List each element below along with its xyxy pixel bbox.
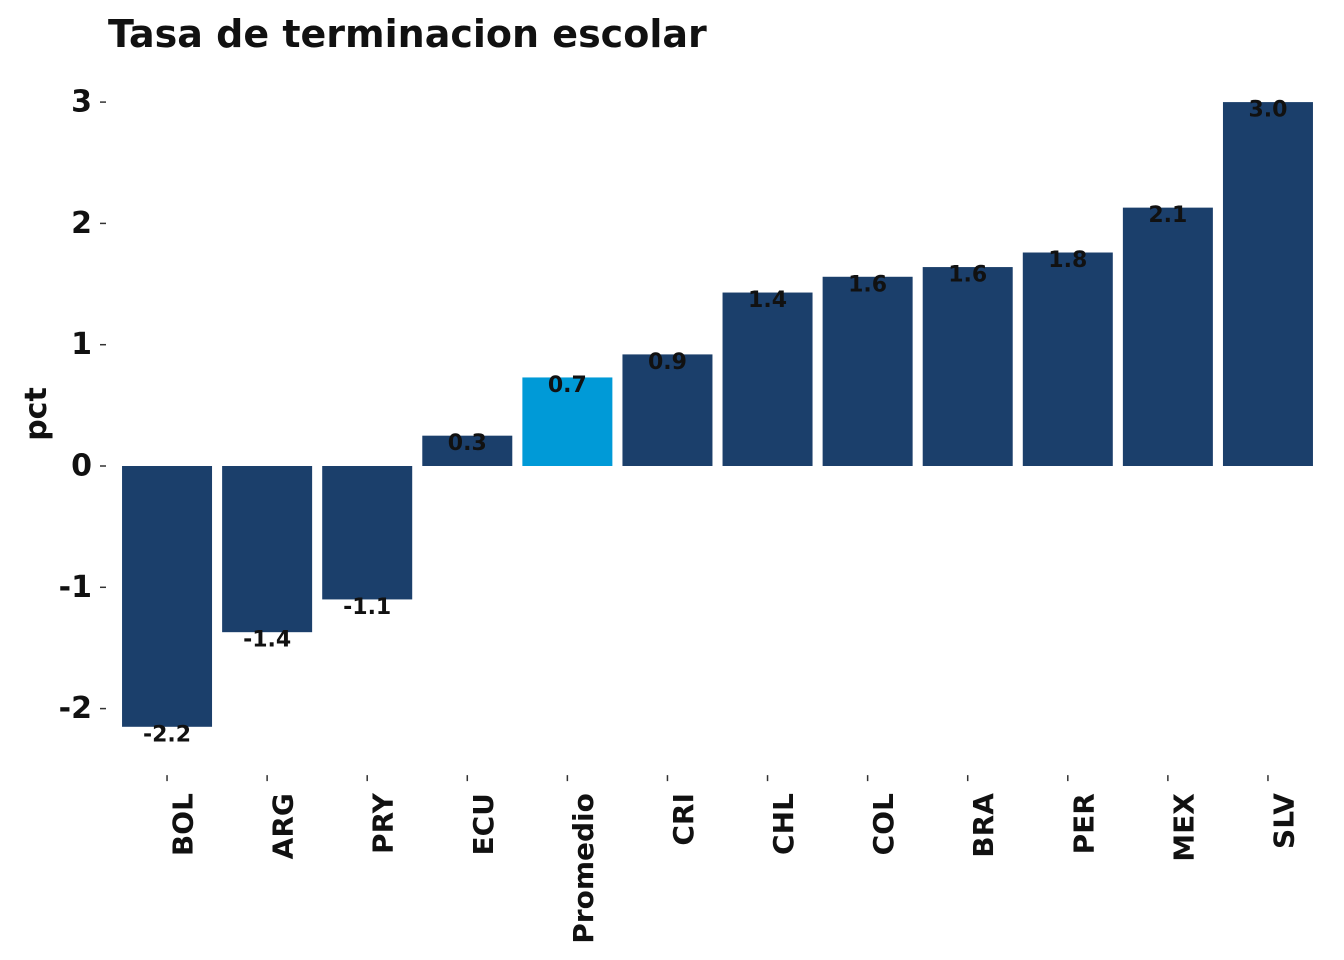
x-tick-label-pry: PRY <box>367 792 400 854</box>
bars <box>122 102 1313 727</box>
data-label-pry: -1.1 <box>343 595 391 620</box>
data-label-slv: 3.0 <box>1248 98 1287 123</box>
x-tick-label-cri: CRI <box>667 793 700 846</box>
data-label-cri: 0.9 <box>648 350 687 375</box>
chart-title: Tasa de terminacion escolar <box>108 12 707 56</box>
x-tick-label-slv: SLV <box>1267 793 1300 849</box>
x-tick-label-ecu: ECU <box>467 793 500 855</box>
bar-pry <box>322 466 413 600</box>
bar-bra <box>922 267 1013 466</box>
data-label-arg: -1.4 <box>243 628 291 653</box>
data-label-mex: 2.1 <box>1148 203 1187 228</box>
x-tick-label-bra: BRA <box>967 793 1000 858</box>
x-tick-label-col: COL <box>867 793 900 855</box>
y-axis: -2 -1 0 1 2 3 <box>59 85 106 726</box>
bar-col <box>822 276 913 466</box>
data-label-bol: -2.2 <box>143 722 191 747</box>
y-tick-label: 3 <box>71 85 92 120</box>
y-tick-label: -2 <box>59 691 92 726</box>
bar-bol <box>122 466 213 727</box>
bar-slv <box>1222 102 1313 466</box>
x-tick-label-promedio: Promedio <box>567 793 600 944</box>
data-label-ecu: 0.3 <box>448 431 487 456</box>
y-tick-label: 2 <box>71 206 92 241</box>
y-tick-label: 1 <box>71 327 92 362</box>
data-label-per: 1.8 <box>1048 248 1087 273</box>
y-tick-label: 0 <box>71 449 92 484</box>
x-tick-label-mex: MEX <box>1167 793 1200 862</box>
bar-ecu <box>422 435 513 466</box>
data-label-chl: 1.4 <box>748 288 787 313</box>
data-label-col: 1.6 <box>848 272 887 297</box>
y-tick-label: -1 <box>59 570 92 605</box>
bar-arg <box>222 466 313 633</box>
x-tick-label-bol: BOL <box>167 793 200 856</box>
bar-promedio <box>522 377 613 466</box>
y-axis-title: pct <box>19 387 54 441</box>
x-tick-label-chl: CHL <box>767 793 800 855</box>
bar-chl <box>722 292 813 466</box>
bar-per <box>1022 252 1113 466</box>
bar-cri <box>622 354 713 466</box>
x-tick-label-per: PER <box>1067 793 1100 854</box>
data-label-bra: 1.6 <box>948 263 987 288</box>
data-labels: -2.2 -1.4 -1.1 0.3 0.7 0.9 1.4 1.6 1.6 1.8 2.1 3.0 <box>143 98 1287 748</box>
x-tick-label-arg: ARG <box>267 793 300 859</box>
bar-mex <box>1122 207 1213 467</box>
x-axis: BOL ARG PRY ECU Promedio CRI CHL COL BRA PER MEX SL… <box>166 775 1300 944</box>
data-label-promedio: 0.7 <box>548 373 587 398</box>
